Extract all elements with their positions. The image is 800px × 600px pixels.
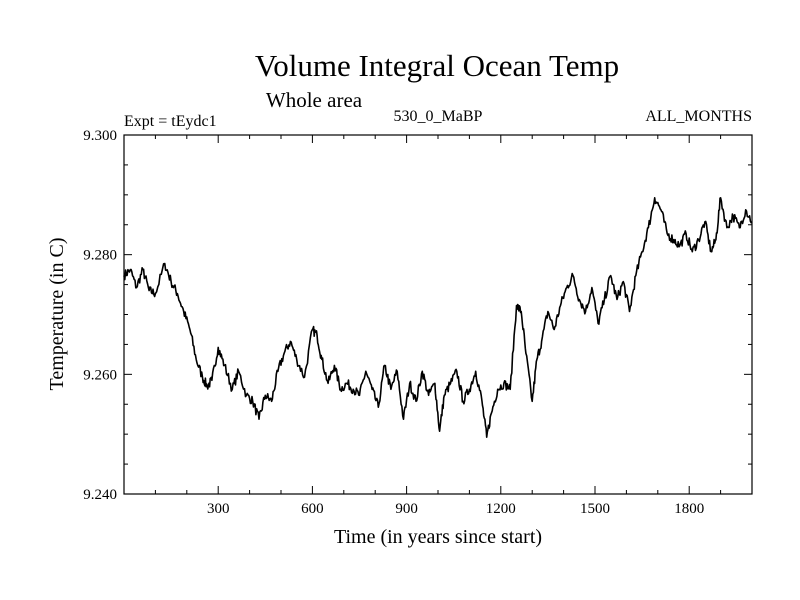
x-tick-label: 1800 [674, 501, 704, 517]
plot-frame [123, 134, 753, 495]
x-tick-label: 1200 [486, 501, 516, 517]
x-tick-label: 300 [207, 501, 230, 517]
months-label: ALL_MONTHS [645, 108, 752, 125]
y-axis: 9.240 9.260 9.280 9.300 [83, 128, 752, 503]
y-tick-label: 9.300 [83, 128, 117, 144]
x-tick-label: 900 [395, 501, 418, 517]
x-axis: 300 600 900 1200 1500 1800 [154, 135, 722, 517]
chart-subtitle: Whole area [266, 88, 363, 112]
chart-title: Volume Integral Ocean Temp [255, 48, 619, 83]
y-tick-label: 9.260 [83, 367, 117, 383]
x-tick-label: 600 [301, 501, 324, 517]
series-line [123, 197, 753, 439]
run-label: 530_0_MaBP [394, 108, 483, 125]
y-tick-label: 9.280 [83, 248, 117, 264]
y-axis-label: Temperature (in C) [46, 238, 68, 391]
x-axis-label: Time (in years since start) [334, 526, 542, 548]
expt-label: Expt = tEydc1 [124, 113, 217, 130]
x-tick-label: 1500 [580, 501, 610, 517]
y-tick-label: 9.240 [83, 487, 117, 503]
